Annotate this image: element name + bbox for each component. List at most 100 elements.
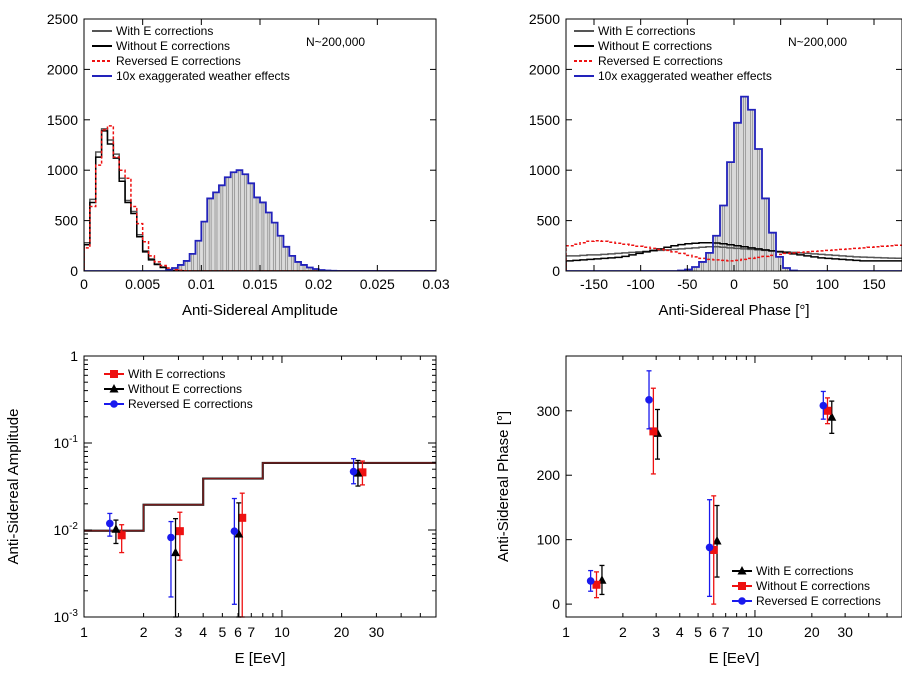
x-tick-label-1-2: -50 [677,276,697,292]
hist-fill-bar-0-30 [260,202,266,271]
x-tick-label-2-5: 6 [234,624,242,640]
panel-0: 0 0.005 0.01 0.015 0.02 0.025 0.03 0 500 1000 1500… [47,11,450,319]
hist-fill-bar-1-24 [734,122,741,271]
hist-fill-bar-1-20 [706,252,713,271]
x-tick-label-2-1: 2 [140,624,148,640]
y-tick-exp-2-0: -3 [69,608,78,619]
hist-fill-bar-1-22 [720,205,727,271]
x-tick-label-2-6: 7 [247,624,255,640]
legend-marker-2-2 [110,400,118,408]
hist-fill-bar-1-28 [762,198,769,271]
x-tick-label-0-5: 0.025 [360,276,395,292]
y-tick-exp-2-1: -2 [69,521,78,532]
x-tick-label-2-4: 5 [218,624,226,640]
y-tick-label-0-4: 2000 [47,61,78,77]
data-point-3-1-3 [823,406,832,415]
x-tick-label-0-6: 0.03 [422,276,449,292]
x-tick-label-0-1: 0.005 [125,276,160,292]
x-tick-label-0-4: 0.02 [305,276,332,292]
hist-fill-bar-1-19 [699,261,706,271]
legend-label-1-0: With E corrections [598,24,695,38]
x-tick-label-2-8: 20 [334,624,350,640]
y-tick-label-1-2: 1000 [529,162,560,178]
hist-fill-bar-1-26 [748,109,755,271]
hist-fill-bar-0-20 [201,221,208,271]
hist-fill-bar-1-18 [692,266,699,271]
hist-series-0-2 [84,125,436,271]
legend-label-0-2: Reversed E corrections [116,54,241,68]
y-tick-base-2-2: 10 [54,435,70,451]
hist-fill-bar-0-29 [254,197,260,271]
data-point-3-2-2 [705,543,714,552]
legend-label-1-3: 10x exaggerated weather effects [598,69,772,83]
x-tick-label-1-1: -100 [627,276,655,292]
hist-fill-bar-1-21 [713,235,720,271]
x-tick-label-1-4: 50 [773,276,789,292]
hist-fill-bar-0-32 [271,222,278,271]
legend-marker-3-1 [738,582,746,590]
hist-fill-bar-0-35 [289,255,296,271]
hist-fill-bar-0-39 [312,268,319,271]
data-point-3-0-2 [712,535,722,545]
hist-fill-bar-0-28 [248,183,255,271]
plot-frame-2 [83,355,437,618]
x-tick-label-3-8: 20 [804,624,820,640]
x-tick-label-0-0: 0 [80,276,88,292]
x-tick-label-2-0: 1 [80,624,88,640]
x-tick-label-3-5: 6 [709,624,717,640]
legend-marker-3-0 [737,566,747,575]
hist-fill-bar-1-29 [769,232,776,271]
hist-fill-bar-0-18 [189,253,196,271]
data-point-2-2-2 [230,527,239,535]
y-tick-label-0-0: 0 [70,263,78,279]
x-tick-label-0-3: 0.015 [242,276,277,292]
legend-label-3-1: Without E corrections [756,579,870,593]
hist-series-1-2 [566,240,902,271]
data-point-2-0-2 [238,513,247,522]
hist-fill-bar-0-34 [283,246,290,271]
hist-fill-bar-0-17 [183,260,190,271]
y-tick-label-1-1: 500 [537,213,561,229]
hist-fill-bar-0-26 [236,170,243,271]
y-tick-label-0-2: 1000 [47,162,78,178]
legend-label-0-3: 10x exaggerated weather effects [116,69,290,83]
y-tick-label-2-2: 10-1 [54,434,79,451]
y-axis-label-3: Anti-Sidereal Phase [°] [495,411,512,562]
x-axis-label-3: E [EeV] [709,650,760,667]
step-line-2 [84,462,436,532]
x-axis-label-2: E [EeV] [235,650,286,667]
hist-fill-bar-0-25 [230,172,237,271]
y-tick-label-0-1: 500 [55,213,79,229]
y-tick-label-1-0: 0 [552,263,560,279]
data-point-2-2-3 [349,467,358,476]
plot-area-1 [566,95,902,271]
plot-area-0 [84,125,436,271]
x-tick-label-3-1: 2 [619,624,627,640]
legend-label-0-0: With E corrections [116,24,213,38]
legend-label-1-2: Reversed E corrections [598,54,723,68]
hist-fill-bar-0-31 [265,212,272,271]
data-point-2-1-1 [171,547,181,557]
x-axis-label-0: Anti-Sidereal Amplitude [182,302,338,319]
y-tick-label-3-0: 0 [552,596,560,612]
hist-fill-bar-1-23 [727,162,734,271]
data-point-3-1-1 [649,427,658,436]
y-tick-label-0-3: 1500 [47,112,78,128]
legend-marker-2-0 [110,370,118,378]
x-tick-label-3-3: 4 [676,624,684,640]
hist-fill-bar-0-36 [295,261,302,271]
hist-series-1-1 [566,242,902,271]
legend-marker-3-2 [738,597,746,605]
y-tick-exp-2-2: -1 [69,434,78,445]
x-tick-label-2-7: 10 [274,624,290,640]
legend-marker-2-1 [109,384,119,393]
x-axis-label-1: Anti-Sidereal Phase [°] [658,302,809,319]
x-tick-label-3-9: 30 [837,624,853,640]
x-tick-label-3-2: 3 [652,624,660,640]
y-tick-label-3-3: 300 [537,403,561,419]
y-axis-label-2: Anti-Sidereal Amplitude [5,409,22,565]
annotation-0: N~200,000 [306,35,365,49]
